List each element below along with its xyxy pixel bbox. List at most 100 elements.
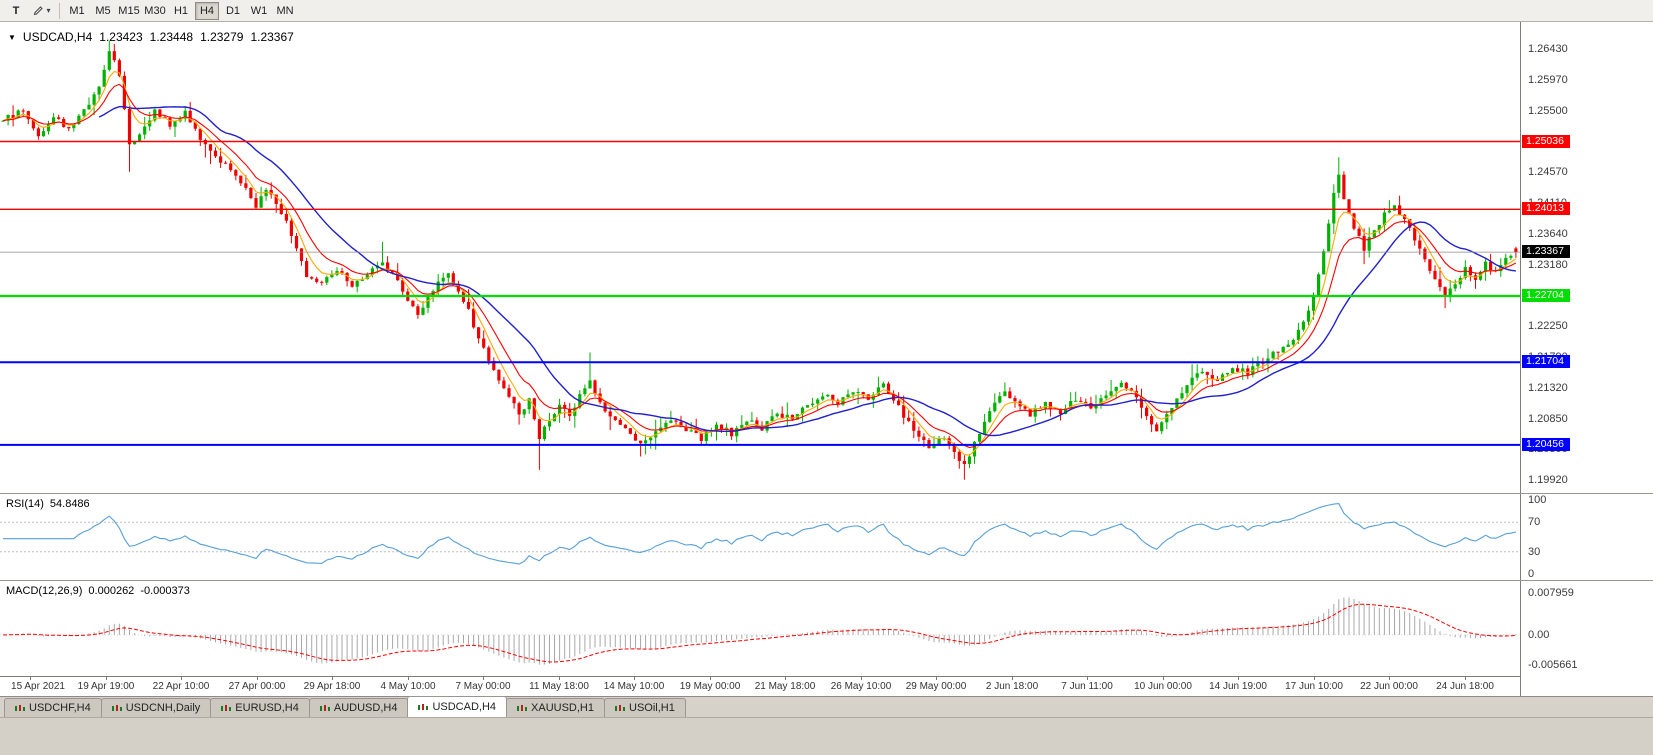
rsi-header: RSI(14) 54.8486 bbox=[6, 498, 90, 510]
timeframe-button-w1[interactable]: W1 bbox=[250, 4, 268, 17]
time-tick-label: 19 Apr 19:00 bbox=[77, 681, 135, 692]
timeframe-button-group: M1 M5 M15 M30 H1 H4 D1 W1 MN bbox=[64, 1, 298, 20]
macd-tick-label: 0.00 bbox=[1528, 628, 1550, 641]
time-tick-label: 15 Apr 2021 bbox=[11, 681, 65, 692]
price-tick-label: 1.21320 bbox=[1528, 381, 1568, 394]
rsi-tick-label: 70 bbox=[1528, 516, 1541, 529]
price-tick-label: 1.26430 bbox=[1528, 43, 1568, 56]
time-tick-label: 22 Jun 00:00 bbox=[1360, 681, 1418, 692]
chart-tab-audusd-h4[interactable]: AUDUSD,H4 bbox=[308, 698, 409, 717]
time-tick-label: 22 Apr 10:00 bbox=[152, 681, 210, 692]
price-tick-label: 1.25970 bbox=[1528, 73, 1568, 86]
text-tool-button[interactable]: T bbox=[12, 4, 20, 17]
time-tick-label: 17 Jun 10:00 bbox=[1285, 681, 1343, 692]
price-level-label: 1.20456 bbox=[1522, 437, 1570, 451]
time-tick bbox=[710, 677, 711, 680]
time-axis[interactable]: 15 Apr 2021 19 Apr 19:00 22 Apr 10:00 27 Ap… bbox=[0, 676, 1520, 696]
macd-main-value: 0.000262 bbox=[88, 585, 135, 597]
macd-label: MACD(12,26,9) bbox=[6, 585, 83, 597]
rsi-panel[interactable]: RSI(14) 54.8486 bbox=[0, 494, 1520, 580]
status-bar bbox=[0, 717, 1653, 755]
chart-tab-eurusd-h4[interactable]: EURUSD,H4 bbox=[210, 698, 310, 717]
tab-label: USDCAD,H4 bbox=[432, 701, 497, 713]
chevron-down-icon: ▾ bbox=[46, 6, 51, 15]
time-tick bbox=[1465, 677, 1466, 680]
time-tick bbox=[483, 677, 484, 680]
timeframe-button-m5[interactable]: M5 bbox=[95, 4, 111, 17]
ohlc-close: 1.23367 bbox=[250, 30, 294, 44]
timeframe-button-h1[interactable]: H1 bbox=[173, 4, 189, 17]
macd-tick-label: -0.005661 bbox=[1528, 659, 1578, 671]
rsi-label: RSI(14) bbox=[6, 498, 44, 510]
candlestick-chart[interactable] bbox=[0, 22, 1520, 493]
macd-panel[interactable]: MACD(12,26,9) 0.000262 -0.000373 bbox=[0, 581, 1520, 676]
price-level-label: 1.21704 bbox=[1522, 355, 1570, 369]
timeframe-button-mn[interactable]: MN bbox=[276, 4, 294, 17]
candles-layer bbox=[1, 40, 1518, 480]
price-tick-label: 1.23640 bbox=[1528, 228, 1568, 240]
candlestick-chart-icon bbox=[517, 704, 528, 713]
top-toolbar: T ▾ M1 M5 M15 M30 H1 H4 D1 W1 MN bbox=[0, 0, 1653, 22]
candlestick-chart-icon bbox=[319, 704, 330, 713]
rsi-chart[interactable] bbox=[0, 494, 1520, 580]
time-tick-label: 19 May 00:00 bbox=[679, 681, 741, 692]
timeframe-button-h4[interactable]: H4 bbox=[195, 1, 219, 20]
rsi-value: 54.8486 bbox=[49, 498, 90, 510]
chart-tab-xauusd-h1[interactable]: XAUUSD,H1 bbox=[506, 698, 605, 717]
current-price-label: 1.23367 bbox=[1522, 245, 1570, 259]
chart-tab-usoil-h1[interactable]: USOil,H1 bbox=[604, 698, 686, 717]
timeframe-button-m15[interactable]: M15 bbox=[118, 4, 140, 17]
price-axis[interactable]: 1.264301.259701.255001.250401.245701.241… bbox=[1520, 22, 1653, 696]
time-tick-label: 14 Jun 19:00 bbox=[1209, 681, 1267, 692]
candlestick-chart-icon bbox=[221, 704, 232, 713]
timeframe-button-m1[interactable]: M1 bbox=[69, 4, 85, 17]
time-tick bbox=[30, 677, 31, 680]
time-tick bbox=[181, 677, 182, 680]
tab-label: XAUUSD,H1 bbox=[531, 702, 594, 714]
time-tick bbox=[1389, 677, 1390, 680]
time-tick bbox=[634, 677, 635, 680]
candlestick-chart-icon bbox=[615, 704, 625, 713]
price-tick-label: 1.25500 bbox=[1528, 104, 1568, 117]
time-tick bbox=[408, 677, 409, 680]
macd-histogram bbox=[7, 597, 1517, 665]
price-tick-label: 1.22250 bbox=[1528, 320, 1568, 333]
time-tick-label: 24 Jun 18:00 bbox=[1436, 681, 1494, 692]
time-tick-label: 10 Jun 00:00 bbox=[1134, 681, 1192, 692]
chart-header: ▼ USDCAD,H4 1.23423 1.23448 1.23279 1.23… bbox=[8, 30, 294, 44]
chart-tab-usdchf-h4[interactable]: USDCHF,H4 bbox=[4, 698, 102, 717]
price-tick-label: 1.20850 bbox=[1528, 412, 1568, 425]
ohlc-low: 1.23279 bbox=[200, 30, 244, 44]
time-tick-label: 21 May 18:00 bbox=[754, 681, 816, 692]
pencil-icon bbox=[34, 6, 44, 16]
chart-tab-usdcnh-daily[interactable]: USDCNH,Daily bbox=[100, 698, 212, 717]
time-tick-label: 26 May 10:00 bbox=[830, 681, 892, 692]
price-tick-label: 1.19920 bbox=[1528, 474, 1568, 487]
timeframe-button-d1[interactable]: D1 bbox=[225, 4, 241, 17]
time-tick bbox=[106, 677, 107, 680]
price-tick-label: 1.24570 bbox=[1528, 166, 1568, 179]
rsi-tick-label: 30 bbox=[1528, 545, 1541, 558]
chart-tab-usdcad-h4[interactable]: USDCAD,H4 bbox=[407, 696, 508, 717]
collapse-triangle-icon[interactable]: ▼ bbox=[8, 32, 16, 42]
panel-splitter[interactable] bbox=[0, 580, 1653, 581]
time-tick-label: 2 Jun 18:00 bbox=[985, 681, 1039, 692]
time-tick-label: 29 Apr 18:00 bbox=[303, 681, 361, 692]
rsi-tick-label: 100 bbox=[1528, 494, 1547, 506]
macd-chart[interactable] bbox=[0, 581, 1520, 676]
time-tick bbox=[559, 677, 560, 680]
panel-splitter[interactable] bbox=[0, 493, 1653, 494]
price-level-label: 1.22704 bbox=[1522, 289, 1570, 302]
rsi-line bbox=[3, 503, 1517, 565]
macd-signal-value: -0.000373 bbox=[140, 585, 190, 597]
time-tick-label: 7 Jun 11:00 bbox=[1061, 681, 1113, 692]
price-level-label: 1.25036 bbox=[1522, 134, 1570, 148]
timeframe-button-m30[interactable]: M30 bbox=[144, 4, 166, 17]
drawing-tool-button[interactable]: ▾ bbox=[30, 2, 54, 20]
price-level-label: 1.24013 bbox=[1522, 202, 1570, 216]
time-tick-label: 11 May 18:00 bbox=[529, 681, 589, 692]
ma-slow-line bbox=[98, 105, 1516, 437]
main-chart-panel[interactable]: ▼ USDCAD,H4 1.23423 1.23448 1.23279 1.23… bbox=[0, 22, 1520, 493]
rsi-tick-label: 0 bbox=[1528, 568, 1535, 580]
